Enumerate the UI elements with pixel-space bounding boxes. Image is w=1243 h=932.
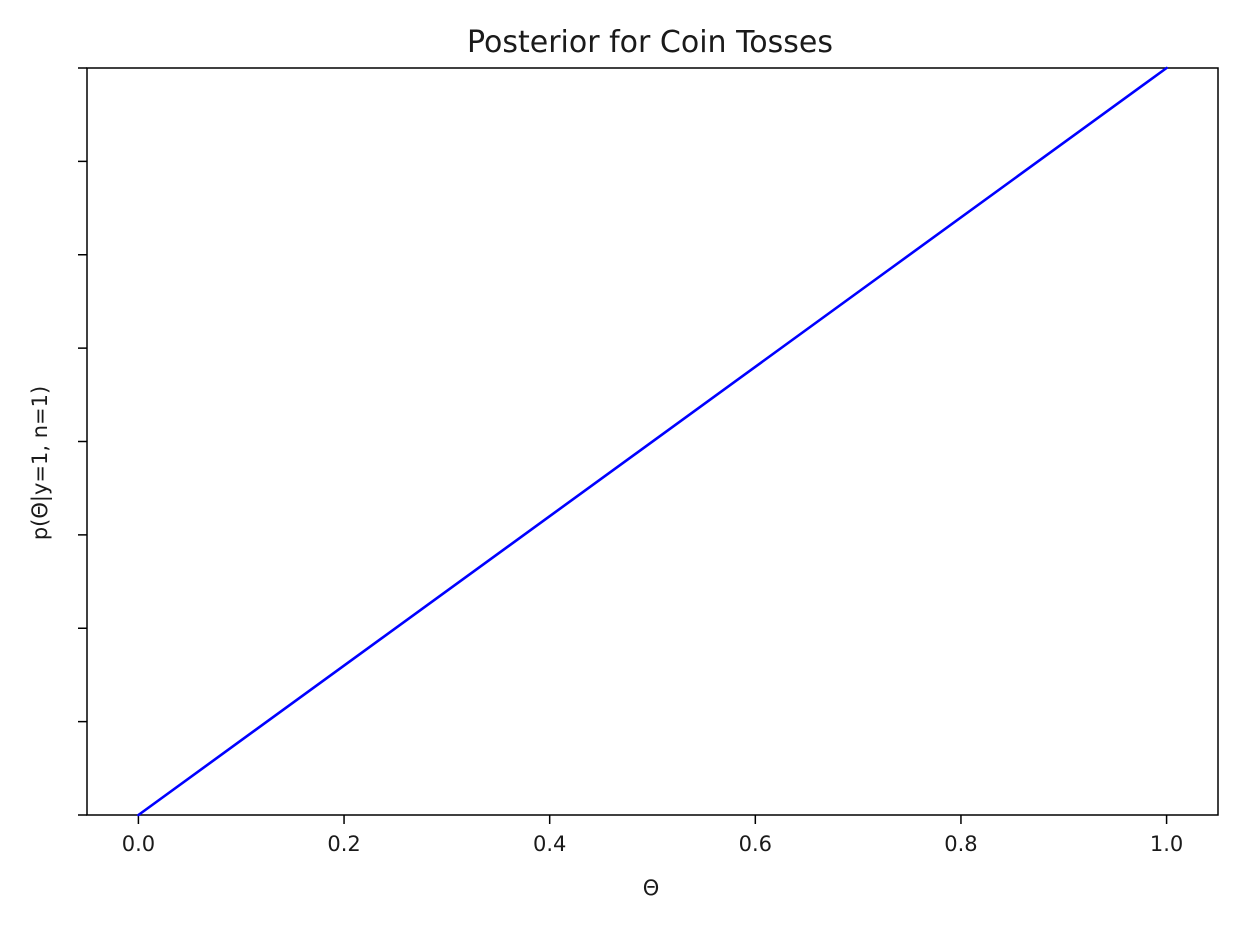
x-tick-label: 0.2	[327, 832, 360, 856]
x-tick-label: 1.0	[1150, 832, 1183, 856]
plot-area: 0.0 0.2 0.4 0.6 0.8 1.0	[78, 66, 1219, 856]
series-line	[137, 66, 1168, 817]
x-tick-label: 0.4	[533, 832, 566, 856]
chart-title: Posterior for Coin Tosses	[467, 25, 833, 60]
x-axis-label: Θ	[643, 876, 660, 900]
x-tick-label: 0.8	[944, 832, 977, 856]
x-tick-label: 0.6	[739, 832, 772, 856]
x-tick-label: 0.0	[122, 832, 155, 856]
y-axis-label: p(Θ|y=1, n=1)	[28, 386, 53, 540]
